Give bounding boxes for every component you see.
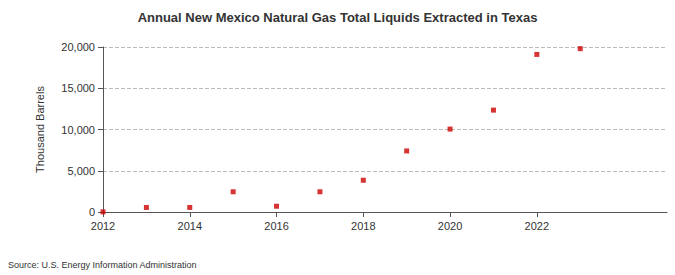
svg-text:Annual New Mexico Natural Gas: Annual New Mexico Natural Gas Total Liqu… bbox=[138, 10, 538, 25]
svg-text:2014: 2014 bbox=[178, 220, 202, 232]
svg-text:2022: 2022 bbox=[525, 220, 549, 232]
svg-text:Thousand Barrels: Thousand Barrels bbox=[34, 86, 46, 173]
svg-text:10,000: 10,000 bbox=[61, 124, 95, 136]
svg-text:Source: U.S. Energy Informatio: Source: U.S. Energy Information Administ… bbox=[8, 260, 197, 270]
svg-text:5,000: 5,000 bbox=[67, 165, 95, 177]
svg-text:0: 0 bbox=[89, 206, 95, 218]
svg-text:2018: 2018 bbox=[351, 220, 375, 232]
svg-text:2016: 2016 bbox=[264, 220, 288, 232]
svg-text:2020: 2020 bbox=[438, 220, 462, 232]
svg-text:20,000: 20,000 bbox=[61, 41, 95, 53]
svg-text:2012: 2012 bbox=[91, 220, 115, 232]
svg-text:15,000: 15,000 bbox=[61, 82, 95, 94]
